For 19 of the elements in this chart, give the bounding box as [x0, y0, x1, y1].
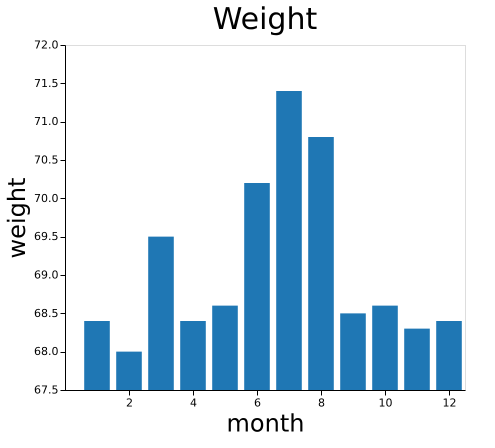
y-tick-label: 70.0: [34, 192, 58, 205]
y-tick-label: 69.0: [34, 268, 58, 282]
y-tick-label: 70.5: [34, 154, 58, 166]
y-tick-label: 68.0: [34, 345, 58, 358]
y-tick-label: 71.5: [34, 76, 58, 90]
x-tick-label: 6: [254, 396, 261, 410]
y-tick-label: 67.5: [34, 384, 58, 396]
x-tick-label: 2: [126, 396, 133, 410]
x-tick-label: 8: [318, 396, 325, 410]
x-tick-label: 10: [378, 396, 392, 410]
x-axis-title: month: [226, 410, 304, 438]
x-tick-label: 4: [190, 396, 197, 410]
chart-title: Weight: [212, 2, 318, 37]
y-tick-label: 69.5: [34, 230, 58, 244]
y-tick-label: 71.0: [34, 115, 58, 128]
x-tick-label: 12: [442, 396, 456, 410]
y-tick-label: 68.5: [34, 306, 58, 320]
y-axis-title: weight: [3, 178, 32, 258]
y-tick-label: 72.0: [34, 38, 58, 52]
